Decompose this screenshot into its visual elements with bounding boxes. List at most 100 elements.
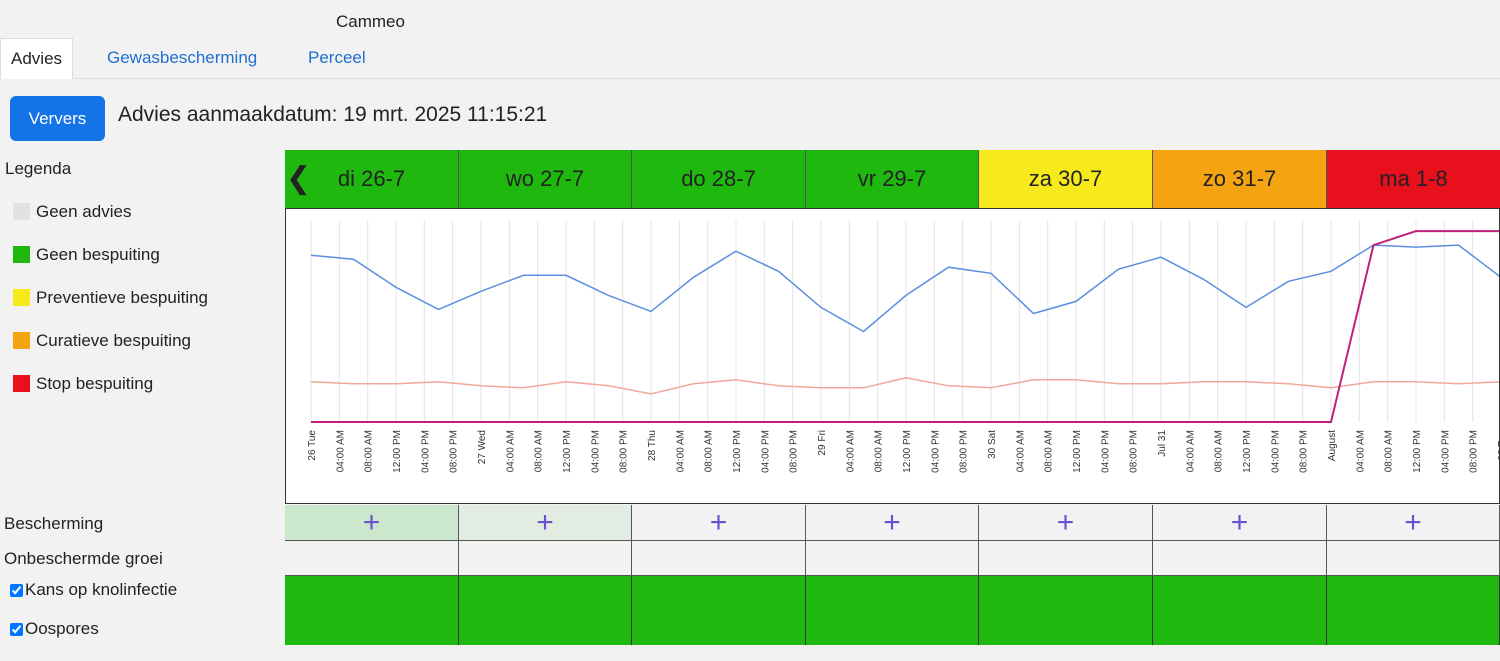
refresh-button[interactable]: Ververs [10, 96, 105, 141]
risk-cell [1153, 575, 1327, 645]
day-header-di-26-7: di 26-7 [285, 150, 459, 208]
row-divider [285, 540, 1500, 541]
x-tick-label: 08:00 PM [449, 430, 460, 473]
previous-days-chevron-icon[interactable]: ❮ [286, 162, 312, 195]
tab-perceel[interactable]: Perceel [308, 48, 366, 67]
risk-cell [979, 575, 1153, 645]
tab-gewasbescherming[interactable]: Gewasbescherming [107, 48, 258, 67]
legend-swatch [13, 375, 30, 392]
risk-cell [285, 575, 459, 645]
x-tick-label: 12:00 PM [1412, 430, 1423, 473]
x-tick-label: 04:00 AM [845, 430, 856, 472]
x-tick-label: 08:00 PM [1299, 430, 1310, 473]
x-tick-label: 29 Fri [817, 430, 828, 456]
x-tick-label: 04:00 AM [1355, 430, 1366, 472]
x-tick-label: 04:00 AM [675, 430, 686, 472]
x-tick-label: 08:00 AM [1044, 430, 1055, 472]
legend-item-curatieve-bespuiting: Curatieve bespuiting [13, 331, 191, 351]
x-tick-label: 04:00 PM [930, 430, 941, 473]
row-label-kans-op-knolinfectie: Kans op knolinfectie [4, 580, 177, 600]
x-tick-label: 12:00 PM [1072, 430, 1083, 473]
row-label-bescherming: Bescherming [4, 514, 104, 533]
kans-op-knolinfectie-checkbox[interactable] [10, 584, 23, 597]
x-tick-label: 04:00 AM [335, 430, 346, 472]
x-tick-label: 08:00 AM [364, 430, 375, 472]
add-protection-button[interactable]: + [1153, 505, 1327, 540]
x-tick-label: 04:00 AM [505, 430, 516, 472]
add-protection-button[interactable]: + [285, 505, 459, 540]
risk-cell [632, 575, 806, 645]
legend-item-stop-bespuiting: Stop bespuiting [13, 374, 153, 394]
day-label: wo 27-7 [505, 166, 585, 191]
legend-label: Geen advies [36, 202, 132, 221]
day-header-wo-27-7: wo 27-7 [459, 150, 632, 208]
x-tick-label: 12:00 PM [562, 430, 573, 473]
chart-series-line-3 [311, 230, 1499, 423]
legend-swatch [13, 332, 30, 349]
add-protection-button[interactable]: + [459, 505, 632, 540]
risk-cell [1327, 575, 1500, 645]
legend-swatch [13, 289, 30, 306]
unprotected-growth-cell [1327, 540, 1500, 575]
x-tick-label: 04:00 AM [1185, 430, 1196, 472]
x-tick-label: 08:00 AM [704, 430, 715, 472]
unprotected-growth-cell [979, 540, 1153, 575]
x-tick-label: 04:00 AM [1015, 430, 1026, 472]
add-protection-button[interactable]: + [806, 505, 979, 540]
x-tick-label: 08:00 PM [1469, 430, 1480, 473]
legend-item-geen-advies: Geen advies [13, 202, 131, 222]
legend-item-preventieve-bespuiting: Preventieve bespuiting [13, 288, 208, 308]
day-label: vr 29-7 [857, 166, 927, 191]
x-tick-label: 04:00 PM [1440, 430, 1451, 473]
x-tick-label: 30 Sat [987, 430, 998, 459]
legend-item-geen-bespuiting: Geen bespuiting [13, 245, 160, 265]
x-tick-label: 12:00 PM [1242, 430, 1253, 473]
chart-svg: 26 Tue 04:00 AM 08:00 AM 12:00 PM 04:00 PM 08… [307, 221, 1500, 473]
x-tick-label: 08:00 PM [619, 430, 630, 473]
x-tick-label: 08:00 AM [1214, 430, 1225, 472]
risk-cell [806, 575, 979, 645]
legend-label: Stop bespuiting [36, 374, 154, 393]
oospores-checkbox[interactable] [10, 623, 23, 636]
x-tick-label: 12:00 PM [732, 430, 743, 473]
row-divider [285, 575, 1500, 576]
day-header-zo-31-7: zo 31-7 [1153, 150, 1327, 208]
x-tick-label: 12:00 PM [392, 430, 403, 473]
unprotected-growth-cell [806, 540, 979, 575]
weather-chart: 26 Tue 04:00 AM 08:00 AM 12:00 PM 04:00 PM 08… [285, 208, 1500, 504]
legend-label: Geen bespuiting [36, 245, 160, 264]
day-label: za 30-7 [1028, 166, 1103, 191]
legend-swatch [13, 203, 30, 220]
x-tick-label: Jul 31 [1157, 430, 1168, 457]
tab-advies[interactable]: Advies [0, 38, 74, 79]
day-header-do-28-7: do 28-7 [632, 150, 806, 208]
day-header-za-30-7: za 30-7 [979, 150, 1153, 208]
unprotected-growth-cell [1153, 540, 1327, 575]
x-tick-label: 04:00 PM [760, 430, 771, 473]
legend-label: Curatieve bespuiting [36, 331, 191, 350]
add-protection-button[interactable]: + [632, 505, 806, 540]
add-protection-button[interactable]: + [1327, 505, 1500, 540]
day-header-vr-29-7: vr 29-7 [806, 150, 979, 208]
day-header-ma-1-8: ma 1-8 [1327, 150, 1500, 208]
advice-created-date: Advies aanmaakdatum: 19 mrt. 2025 11:15:… [118, 103, 548, 126]
row-label-oospores: Oospores [4, 619, 99, 639]
x-tick-label: 04:00 PM [1270, 430, 1281, 473]
unprotected-growth-cell [285, 540, 459, 575]
x-tick-label: 08:00 PM [1129, 430, 1140, 473]
risk-cell [459, 575, 632, 645]
x-tick-label: 08:00 AM [534, 430, 545, 472]
x-tick-label: 04:00 PM [590, 430, 601, 473]
legend-label: Preventieve bespuiting [36, 288, 209, 307]
crop-title: Cammeo [336, 12, 405, 31]
legend-swatch [13, 246, 30, 263]
x-tick-label: 12:00 PM [902, 430, 913, 473]
chart-series-line-2 [310, 377, 1499, 395]
x-tick-label: August [1327, 430, 1338, 461]
x-tick-label: 08:00 AM [1384, 430, 1395, 472]
x-tick-label: 28 Thu [647, 430, 658, 461]
x-tick-label: 02 Tue [1497, 430, 1500, 461]
x-tick-label: 04:00 PM [420, 430, 431, 473]
day-label: zo 31-7 [1202, 166, 1277, 191]
add-protection-button[interactable]: + [979, 505, 1153, 540]
